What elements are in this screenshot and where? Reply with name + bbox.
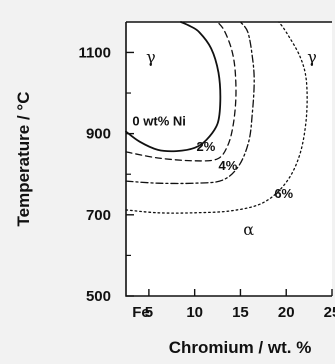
y-tick-label-500: 500 xyxy=(86,288,111,305)
curves-layer xyxy=(125,21,308,214)
plot-frame xyxy=(125,21,332,297)
curve-0-wt-ni xyxy=(125,21,222,153)
curve-2 xyxy=(125,21,237,162)
x-tick-label-20: 20 xyxy=(278,304,295,321)
y-tick-label-700: 700 xyxy=(86,207,111,224)
region-label-2: α xyxy=(243,220,254,239)
curve-label-6: 6% xyxy=(274,186,293,201)
x-tick-label-10: 10 xyxy=(186,304,203,321)
curve-label-2: 2% xyxy=(196,139,215,154)
x-axis-title: Chromium / wt. % xyxy=(169,338,312,357)
x-tick-label-15: 15 xyxy=(232,304,249,321)
curve-6 xyxy=(125,21,308,214)
curve-label-0-wt-ni: 0 wt% Ni xyxy=(132,114,185,129)
y-axis-title: Temperature / °C xyxy=(14,92,33,227)
region-label-0: γ xyxy=(146,48,156,67)
x-tick-label-5: 5 xyxy=(145,304,153,321)
region-label-1: γ xyxy=(307,48,317,67)
x-tick-label-25: 25 xyxy=(324,304,335,321)
curve-4 xyxy=(125,21,255,185)
x-origin-label: Fe xyxy=(132,304,150,321)
curve-label-4: 4% xyxy=(218,158,237,173)
y-tick-label-1100: 1100 xyxy=(78,44,111,61)
plot-background xyxy=(126,22,332,296)
y-tick-label-900: 900 xyxy=(86,126,111,143)
labels-layer: 5 10 15 20 25 Fe 500 700 900 1100 γ γ α 0 wt% Ni 2%4% 6… xyxy=(78,44,335,321)
